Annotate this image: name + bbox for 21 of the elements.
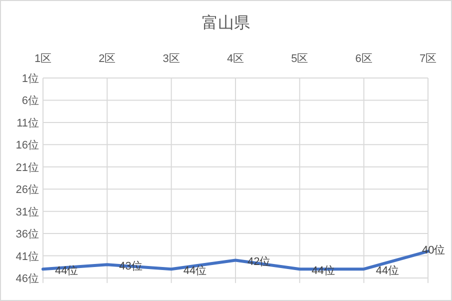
y-tick-label: 31位 xyxy=(16,206,39,218)
x-tick-label: 2区 xyxy=(98,53,116,65)
y-tick-label: 21位 xyxy=(16,162,39,174)
x-tick-label: 6区 xyxy=(355,53,372,65)
y-tick-label: 26位 xyxy=(16,184,39,196)
x-tick-label: 3区 xyxy=(162,53,180,65)
y-tick-label: 1位 xyxy=(22,73,39,85)
y-tick-label: 6位 xyxy=(22,95,39,108)
x-tick-label: 1区 xyxy=(34,53,52,65)
y-tick-label: 36位 xyxy=(16,228,39,241)
data-label: 44位 xyxy=(183,265,207,278)
chart-title: 富山県 xyxy=(202,14,250,32)
y-tick-label: 46位 xyxy=(16,273,39,285)
y-tick-label: 41位 xyxy=(16,250,39,263)
x-tick-label: 7区 xyxy=(419,53,437,65)
x-tick-label: 5区 xyxy=(291,53,308,65)
data-label: 43位 xyxy=(119,260,142,273)
x-tick-label: 4区 xyxy=(226,53,244,65)
y-tick-label: 11位 xyxy=(16,117,39,130)
data-label: 44位 xyxy=(376,265,400,278)
y-tick-label: 16位 xyxy=(16,140,39,152)
